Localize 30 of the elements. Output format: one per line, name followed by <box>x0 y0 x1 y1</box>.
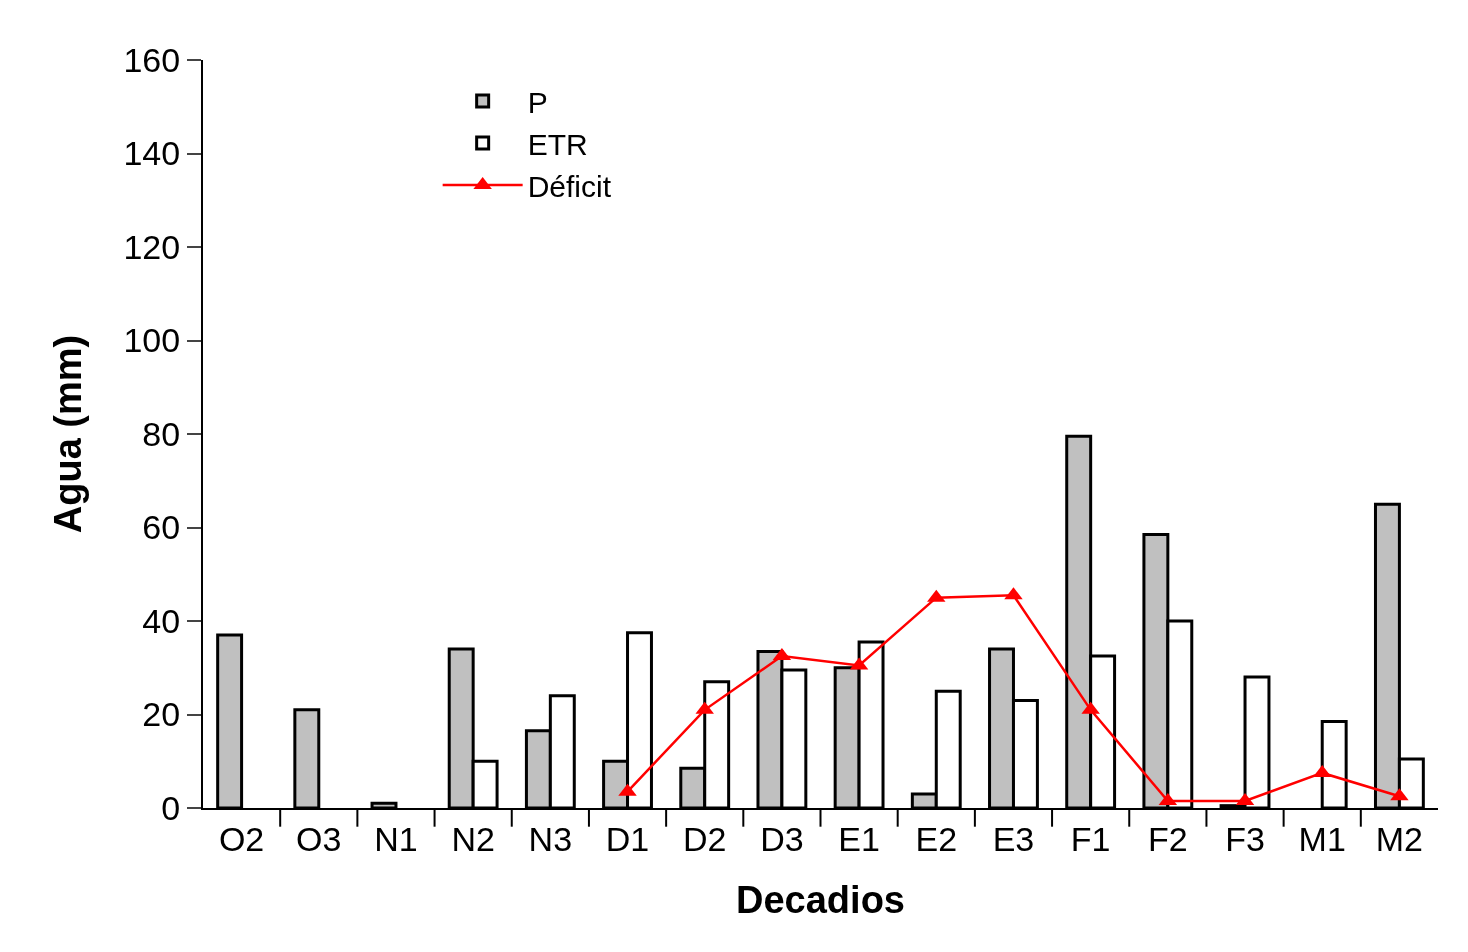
y-tick-label: 140 <box>123 134 181 173</box>
y-tick-label: 120 <box>123 227 181 266</box>
x-tick-label: N3 <box>528 819 573 858</box>
legend-label: ETR <box>527 127 588 161</box>
x-tick-label: F1 <box>1070 819 1111 858</box>
x-tick-label: N1 <box>374 819 418 858</box>
x-tick-label: D3 <box>760 819 804 858</box>
legend-label: Déficit <box>527 169 612 203</box>
x-tick-label: O2 <box>218 819 265 858</box>
y-tick-label: 40 <box>142 601 181 640</box>
legend-label: P <box>527 85 548 119</box>
x-tick-label: O3 <box>296 819 342 858</box>
y-tick-label: 100 <box>123 321 181 360</box>
x-tick-label: D2 <box>682 819 727 858</box>
y-tick-label: 20 <box>142 695 181 734</box>
x-tick-label: N2 <box>451 819 495 858</box>
y-axis-title: Agua (mm) <box>47 334 90 534</box>
x-tick-label: M2 <box>1375 819 1424 858</box>
y-tick-label: 60 <box>142 508 181 547</box>
x-tick-label: F2 <box>1148 819 1188 858</box>
y-tick-label: 0 <box>161 788 181 827</box>
x-tick-label: F3 <box>1225 819 1265 858</box>
x-tick-label: E1 <box>838 819 880 858</box>
x-tick-label: D1 <box>605 819 650 858</box>
x-tick-label: E2 <box>915 819 958 858</box>
x-axis-title: Decadios <box>736 879 905 922</box>
y-tick-label: 80 <box>142 414 181 453</box>
y-tick-label: 160 <box>123 40 181 79</box>
x-tick-label: E3 <box>992 819 1035 858</box>
x-tick-label: M1 <box>1298 819 1346 858</box>
